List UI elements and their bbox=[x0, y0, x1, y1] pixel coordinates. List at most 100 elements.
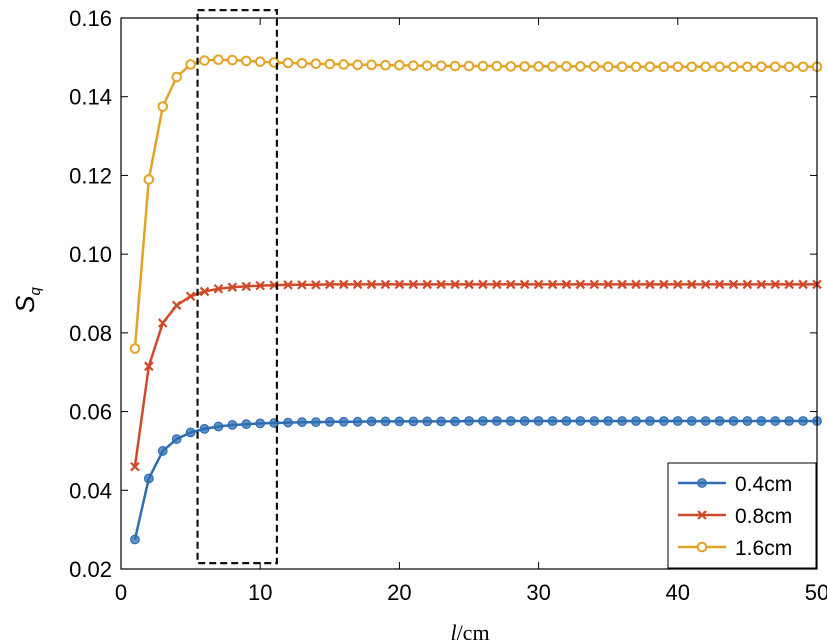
data-point bbox=[199, 55, 210, 66]
data-point bbox=[561, 279, 572, 290]
data-point bbox=[673, 279, 683, 290]
data-point bbox=[616, 61, 628, 73]
data-point bbox=[742, 416, 753, 426]
data-point bbox=[686, 279, 697, 290]
data-point bbox=[547, 416, 558, 426]
data-point bbox=[324, 58, 336, 70]
legend-label: 0.4cm bbox=[735, 473, 792, 496]
data-point bbox=[714, 279, 725, 290]
data-point bbox=[700, 416, 711, 426]
y-tick-label: 0.04 bbox=[69, 478, 112, 503]
data-point bbox=[157, 318, 168, 328]
data-point bbox=[784, 279, 794, 290]
data-point bbox=[561, 416, 572, 426]
data-point bbox=[700, 61, 711, 73]
data-point bbox=[157, 446, 168, 456]
legend-item: 1.6cm bbox=[678, 537, 792, 560]
data-point bbox=[283, 280, 293, 290]
data-point bbox=[366, 416, 377, 427]
data-point bbox=[783, 61, 795, 73]
y-tick-label: 0.08 bbox=[69, 321, 112, 346]
data-point bbox=[171, 434, 182, 445]
data-point bbox=[394, 59, 405, 71]
data-point bbox=[492, 279, 502, 290]
data-point bbox=[199, 423, 210, 434]
data-point bbox=[714, 416, 725, 426]
data-point bbox=[617, 279, 627, 290]
data-point bbox=[380, 416, 391, 427]
data-point bbox=[255, 280, 265, 291]
data-point bbox=[697, 478, 707, 488]
series-0 bbox=[130, 416, 822, 545]
data-point bbox=[213, 421, 224, 432]
data-point bbox=[770, 279, 781, 290]
axis-ticks: 0 10 20 30 40 50 0.02 0.04 0.06 0.08 0.10 0.12 0.14 0… bbox=[69, 6, 827, 605]
data-point bbox=[394, 279, 405, 290]
series-1 bbox=[130, 279, 822, 472]
y-tick-label: 0.16 bbox=[69, 6, 112, 31]
data-point bbox=[756, 416, 767, 426]
data-point bbox=[227, 282, 238, 292]
data-point bbox=[435, 60, 447, 71]
data-point bbox=[366, 279, 377, 290]
data-point bbox=[547, 61, 558, 72]
data-point bbox=[436, 416, 447, 427]
data-point bbox=[686, 61, 698, 73]
series-2 bbox=[129, 54, 823, 354]
data-point bbox=[338, 279, 349, 290]
dashed-highlight-box bbox=[196, 9, 279, 565]
data-point bbox=[130, 534, 140, 545]
data-point bbox=[157, 101, 169, 112]
data-point bbox=[505, 279, 516, 290]
data-point bbox=[588, 61, 600, 72]
data-point bbox=[464, 416, 474, 426]
data-point bbox=[185, 291, 196, 302]
data-point bbox=[450, 416, 460, 427]
data-point bbox=[728, 61, 739, 73]
legend-label: 0.8cm bbox=[735, 505, 792, 528]
data-point bbox=[519, 279, 530, 290]
data-point bbox=[422, 416, 433, 427]
data-point bbox=[227, 54, 238, 66]
y-tick-label: 0.12 bbox=[69, 163, 112, 188]
data-point bbox=[798, 279, 808, 290]
data-point bbox=[130, 461, 140, 472]
data-point bbox=[697, 510, 707, 520]
data-point bbox=[575, 61, 586, 72]
data-point bbox=[575, 279, 586, 290]
data-point bbox=[742, 279, 753, 290]
x-tick-label: 0 bbox=[115, 580, 127, 605]
data-point bbox=[770, 416, 781, 426]
data-point bbox=[185, 427, 196, 438]
data-point bbox=[338, 416, 349, 427]
data-point bbox=[533, 279, 544, 290]
data-point bbox=[380, 59, 391, 71]
data-point bbox=[478, 279, 488, 290]
data-point bbox=[311, 280, 321, 290]
data-point bbox=[366, 59, 377, 71]
data-point bbox=[533, 61, 544, 72]
data-point bbox=[672, 61, 684, 73]
data-point bbox=[310, 58, 322, 69]
data-point bbox=[143, 473, 154, 484]
data-point bbox=[602, 61, 614, 73]
data-point bbox=[547, 279, 558, 290]
data-point bbox=[241, 281, 252, 292]
data-point bbox=[519, 416, 530, 426]
data-point bbox=[338, 59, 350, 70]
y-tick-label: 0.14 bbox=[69, 85, 112, 110]
data-point bbox=[310, 417, 321, 428]
data-point bbox=[714, 61, 725, 73]
data-point bbox=[756, 279, 767, 290]
data-point bbox=[505, 416, 516, 426]
data-point bbox=[325, 279, 335, 290]
data-point bbox=[784, 416, 795, 426]
series-line bbox=[133, 283, 817, 467]
data-point bbox=[645, 416, 655, 426]
data-point bbox=[254, 56, 266, 67]
data-point bbox=[769, 61, 781, 73]
data-point bbox=[408, 416, 419, 427]
data-point bbox=[617, 416, 628, 426]
data-point bbox=[171, 300, 182, 311]
data-point bbox=[491, 416, 502, 426]
